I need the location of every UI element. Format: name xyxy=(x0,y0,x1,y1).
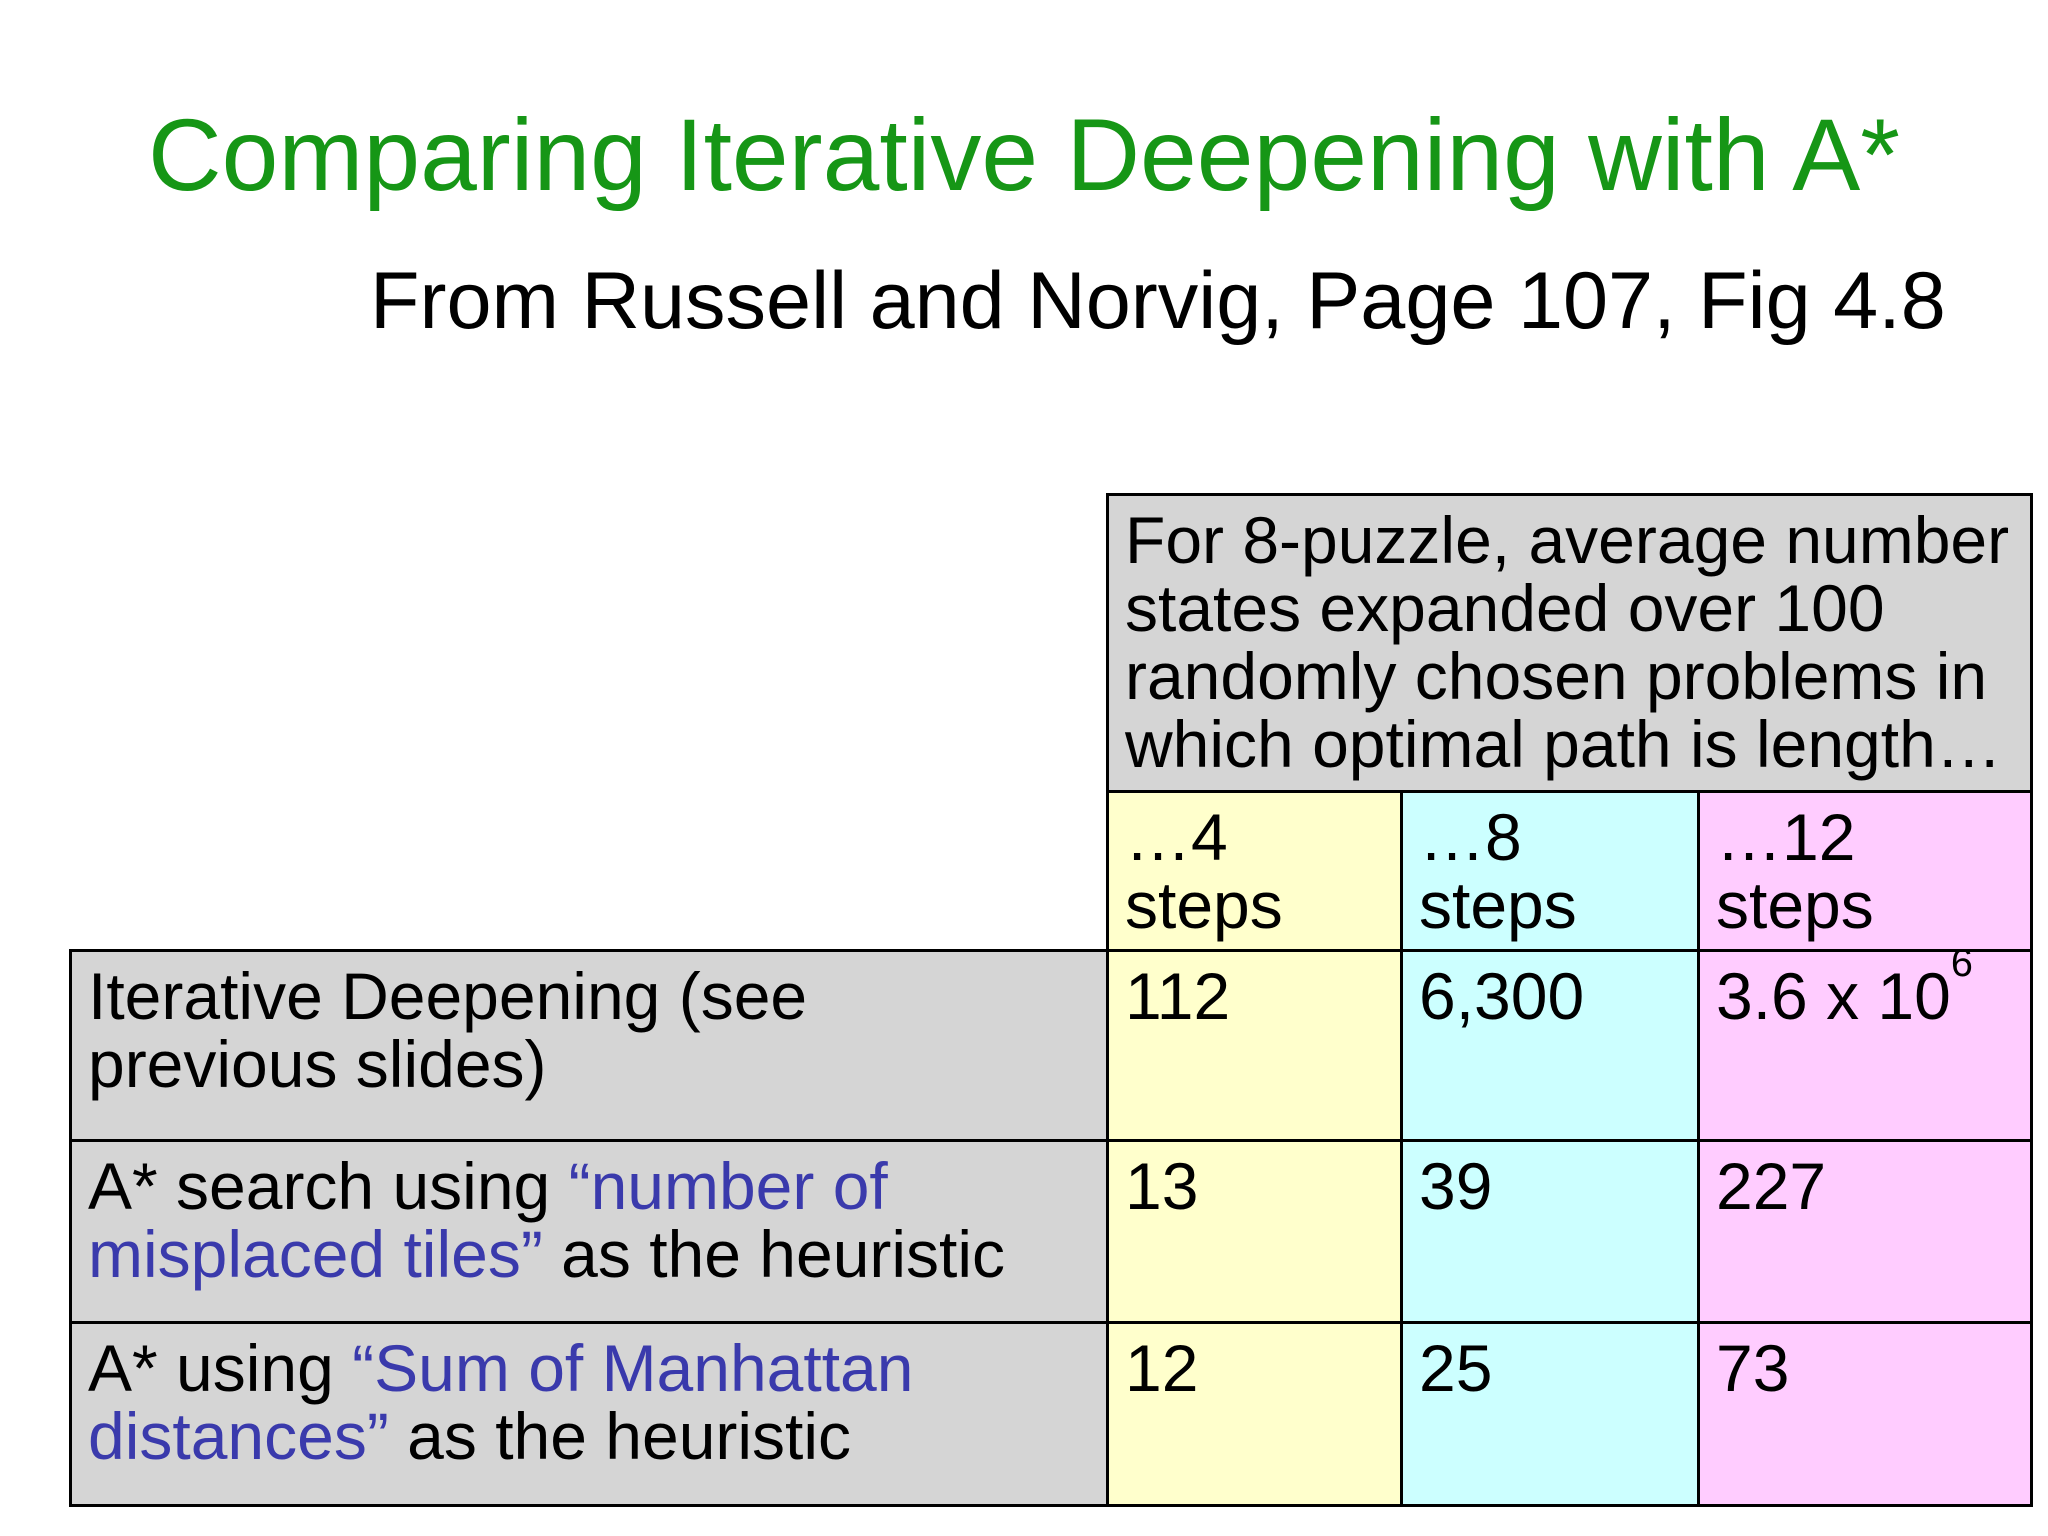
empty-corner-cell xyxy=(71,495,1108,792)
description-line: For 8-puzzle, average number of xyxy=(1125,503,2032,577)
row-label-astar-manhattan-distances: A* using “Sum of Manhattan distances” as… xyxy=(69,1321,1109,1507)
description-line: states expanded over 100 xyxy=(1125,571,1885,645)
row-label-line: previous slides) xyxy=(88,1027,547,1101)
table-description-cell: For 8-puzzle, average number of states e… xyxy=(1106,493,2033,793)
row-label-astar-misplaced-tiles: A* search using “number of misplaced til… xyxy=(69,1139,1109,1324)
page-title: Comparing Iterative Deepening with A* xyxy=(148,98,1900,212)
row-label-line: Iterative Deepening (see xyxy=(88,959,808,1033)
value-cell: 25 xyxy=(1400,1321,1700,1507)
label-text-blue: “Sum of Manhattan xyxy=(352,1331,914,1405)
table-row: A* search using “number of misplaced til… xyxy=(69,1139,2033,1324)
value-cell: 12 xyxy=(1106,1321,1403,1507)
table-header-row: …4 steps …8 steps …12 steps xyxy=(71,790,2033,952)
label-text: A* using xyxy=(88,1331,353,1405)
row-label-iterative-deepening: Iterative Deepening (see previous slides… xyxy=(69,949,1109,1142)
value-base: 3.6 x 10 xyxy=(1716,959,1951,1033)
value-cell: 227 xyxy=(1697,1139,2033,1324)
slide-subtitle: From Russell and Norvig, Page 107, Fig 4… xyxy=(370,256,1946,346)
description-line: which optimal path is length… xyxy=(1125,707,2002,781)
description-line: randomly chosen problems in xyxy=(1125,639,1988,713)
label-text-blue: misplaced tiles” xyxy=(88,1217,543,1291)
column-header-12-steps: …12 steps xyxy=(1697,790,2033,952)
value-cell: 13 xyxy=(1106,1139,1403,1324)
value-exponent: 6 xyxy=(1950,950,1973,986)
column-header-4-steps: …4 steps xyxy=(1106,790,1403,952)
label-text: as the heuristic xyxy=(388,1399,852,1473)
table-row: Iterative Deepening (see previous slides… xyxy=(69,949,2033,1142)
table-row-description: For 8-puzzle, average number of states e… xyxy=(71,493,2033,793)
label-text: A* search using xyxy=(88,1149,569,1223)
label-text-blue: distances” xyxy=(88,1399,389,1473)
value-cell: 39 xyxy=(1400,1139,1700,1324)
value-cell: 73 xyxy=(1697,1321,2033,1507)
value-cell: 6,300 xyxy=(1400,949,1700,1142)
label-text-blue: “number of xyxy=(568,1149,888,1223)
column-header-8-steps: …8 steps xyxy=(1400,790,1700,952)
comparison-table: For 8-puzzle, average number of states e… xyxy=(69,493,2033,1507)
table-row: A* using “Sum of Manhattan distances” as… xyxy=(69,1321,2033,1507)
label-text: as the heuristic xyxy=(542,1217,1006,1291)
value-cell: 3.6 x 106 xyxy=(1697,949,2033,1142)
empty-corner-cell xyxy=(71,792,1108,951)
value-cell: 112 xyxy=(1106,949,1403,1142)
